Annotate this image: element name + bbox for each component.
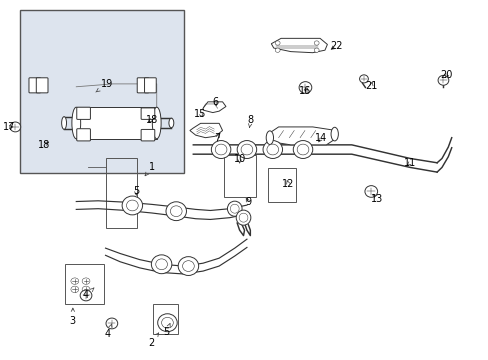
Ellipse shape <box>215 144 226 155</box>
Bar <box>153 304 178 334</box>
Ellipse shape <box>293 140 312 158</box>
Bar <box>20 10 183 173</box>
Ellipse shape <box>82 286 90 293</box>
Text: 3: 3 <box>70 308 76 325</box>
Ellipse shape <box>236 210 250 225</box>
Ellipse shape <box>182 261 194 271</box>
Ellipse shape <box>106 318 118 329</box>
Text: 20: 20 <box>440 70 452 80</box>
Text: 5: 5 <box>163 324 170 337</box>
Text: 18: 18 <box>38 140 50 150</box>
Text: 1: 1 <box>145 162 155 176</box>
Text: 11: 11 <box>404 158 416 168</box>
Polygon shape <box>203 102 225 113</box>
Ellipse shape <box>156 259 167 270</box>
Bar <box>267 168 296 202</box>
Text: 10: 10 <box>233 154 245 164</box>
FancyBboxPatch shape <box>77 107 90 120</box>
Ellipse shape <box>71 286 79 293</box>
Ellipse shape <box>314 48 319 52</box>
Text: 9: 9 <box>245 197 251 207</box>
Ellipse shape <box>71 278 79 284</box>
Polygon shape <box>189 123 222 138</box>
Text: 4: 4 <box>105 324 112 339</box>
Polygon shape <box>271 39 327 53</box>
Bar <box>224 155 255 197</box>
Ellipse shape <box>241 144 252 155</box>
FancyBboxPatch shape <box>29 78 41 93</box>
Ellipse shape <box>364 186 377 197</box>
Text: 14: 14 <box>315 133 327 143</box>
Ellipse shape <box>126 200 138 211</box>
Ellipse shape <box>275 48 280 52</box>
Text: 13: 13 <box>370 194 383 204</box>
Ellipse shape <box>237 140 256 158</box>
Ellipse shape <box>330 127 338 141</box>
FancyBboxPatch shape <box>144 78 156 93</box>
Ellipse shape <box>275 41 280 45</box>
Ellipse shape <box>265 131 273 144</box>
Text: 18: 18 <box>145 115 158 125</box>
Ellipse shape <box>359 75 367 83</box>
Ellipse shape <box>165 202 186 221</box>
FancyBboxPatch shape <box>36 78 48 93</box>
Text: 19: 19 <box>96 79 113 92</box>
Text: 21: 21 <box>365 81 377 91</box>
Ellipse shape <box>80 290 92 301</box>
Ellipse shape <box>297 144 308 155</box>
Text: 6: 6 <box>212 97 218 107</box>
Bar <box>65 264 104 304</box>
Bar <box>76 107 157 139</box>
Text: 5: 5 <box>133 186 139 197</box>
Ellipse shape <box>314 41 319 45</box>
FancyBboxPatch shape <box>141 108 155 120</box>
Text: 4: 4 <box>83 288 94 301</box>
Text: 2: 2 <box>147 333 159 348</box>
Ellipse shape <box>239 213 247 222</box>
Text: 15: 15 <box>194 109 206 119</box>
Ellipse shape <box>158 314 177 332</box>
Ellipse shape <box>82 278 90 284</box>
Text: 12: 12 <box>282 179 294 189</box>
Ellipse shape <box>170 206 182 217</box>
Ellipse shape <box>266 144 278 155</box>
Bar <box>105 158 137 228</box>
Ellipse shape <box>161 318 173 328</box>
Ellipse shape <box>72 107 81 139</box>
Ellipse shape <box>61 117 66 129</box>
Ellipse shape <box>299 82 311 93</box>
FancyBboxPatch shape <box>137 78 149 93</box>
Text: 16: 16 <box>299 86 311 96</box>
Text: 22: 22 <box>329 41 342 50</box>
Text: 17: 17 <box>3 122 16 132</box>
Ellipse shape <box>168 118 173 128</box>
Polygon shape <box>267 127 336 145</box>
FancyBboxPatch shape <box>77 129 90 141</box>
FancyBboxPatch shape <box>141 130 155 141</box>
Ellipse shape <box>178 257 198 275</box>
Text: 7: 7 <box>214 133 221 143</box>
Text: 8: 8 <box>247 115 253 127</box>
Ellipse shape <box>227 201 242 216</box>
Ellipse shape <box>437 75 448 85</box>
Ellipse shape <box>122 196 142 215</box>
Ellipse shape <box>151 255 171 274</box>
Ellipse shape <box>10 122 20 132</box>
Ellipse shape <box>263 140 282 158</box>
Ellipse shape <box>230 204 239 213</box>
Ellipse shape <box>152 107 161 139</box>
Ellipse shape <box>211 140 230 158</box>
